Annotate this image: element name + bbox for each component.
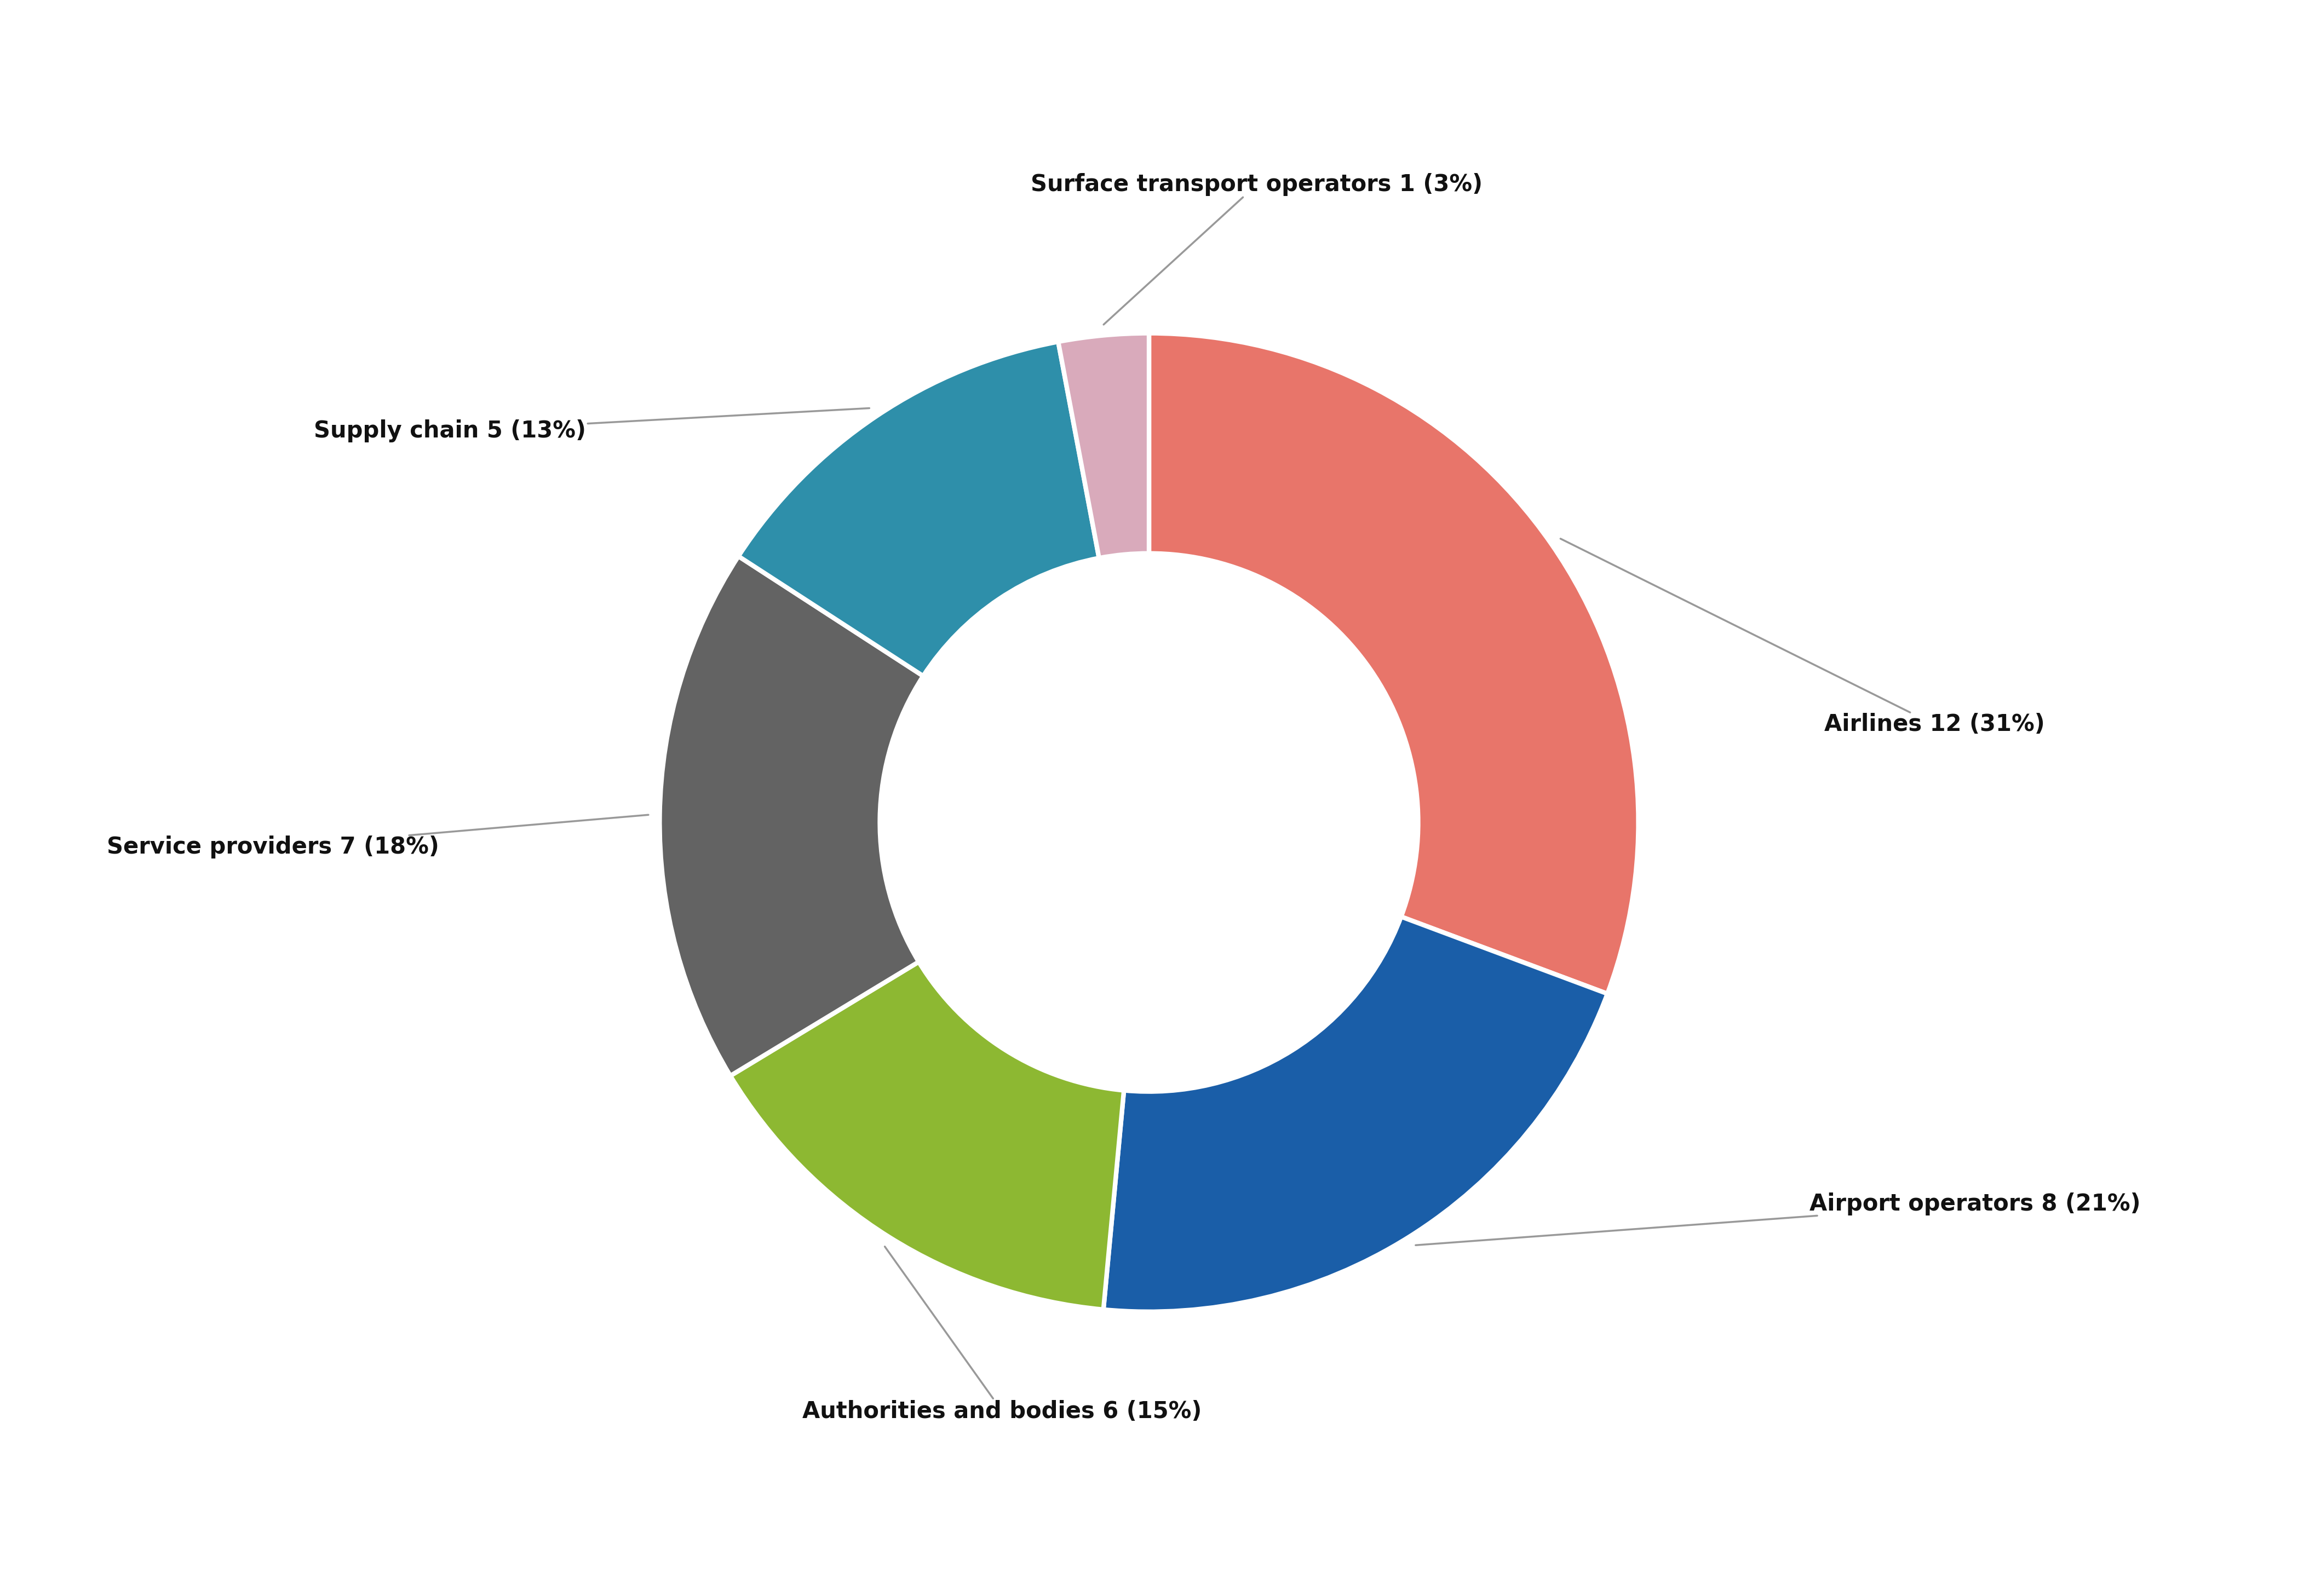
Text: Service providers 7 (18%): Service providers 7 (18%) <box>108 816 648 859</box>
Wedge shape <box>1057 334 1149 559</box>
Wedge shape <box>731 962 1124 1310</box>
Wedge shape <box>1149 334 1638 994</box>
Text: Supply chain 5 (13%): Supply chain 5 (13%) <box>315 409 869 442</box>
Wedge shape <box>1103 916 1606 1312</box>
Wedge shape <box>738 342 1098 677</box>
Text: Airlines 12 (31%): Airlines 12 (31%) <box>1560 539 2045 736</box>
Text: Surface transport operators 1 (3%): Surface transport operators 1 (3%) <box>1032 174 1482 324</box>
Wedge shape <box>660 557 924 1076</box>
Text: Airport operators 8 (21%): Airport operators 8 (21%) <box>1416 1192 2142 1245</box>
Text: Authorities and bodies 6 (15%): Authorities and bodies 6 (15%) <box>802 1246 1202 1422</box>
